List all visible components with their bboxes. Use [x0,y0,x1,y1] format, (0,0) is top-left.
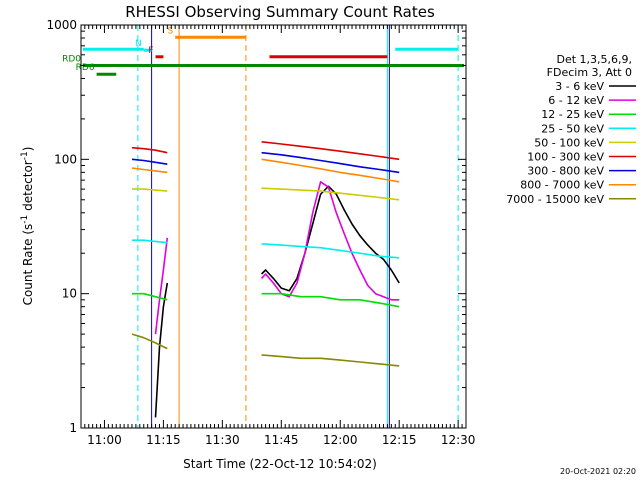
series-line [131,146,168,154]
y-tick-label: 1000 [46,18,77,32]
legend-header: FDecim 3, Att 0 [547,66,632,79]
y-tick-label: 100 [54,152,77,166]
series-line [132,188,168,192]
axes: 1 10 100 1000 11:00 11:15 11:30 11:45 12:00 12:15… [46,18,475,447]
x-tick-label: 12:15 [382,433,417,447]
series-line [132,239,168,244]
y-tick-label: 10 [62,287,77,301]
y-axis-title-part: detector [21,160,35,215]
chart-title: RHESSI Observing Summary Count Rates [125,3,435,21]
series-line [261,158,400,183]
legend-label: 3 - 6 keV [555,80,604,93]
series-line [131,167,168,174]
flag-label: RD0 [62,54,81,64]
y-axis-title-part: Count Rate (s [21,224,35,306]
y-axis-title: Count Rate (s-1 detector-1) [20,147,35,306]
y-axis-title-superscript: -1 [20,215,30,224]
legend-label: 50 - 100 keV [534,136,604,149]
series-line [131,333,168,350]
x-tick-label: 11:45 [264,433,299,447]
series-line [261,354,400,367]
x-tick-label: 11:30 [205,433,240,447]
flag-label: S [167,26,173,36]
series-line [261,151,400,174]
flag-label: N [135,39,142,49]
legend-label: 7000 - 15000 keV [506,193,604,206]
legend-label: 100 - 300 keV [527,151,604,164]
y-axis-title-part: ) [21,147,35,152]
series-line [261,292,400,308]
x-tick-label: 11:15 [146,433,181,447]
series-line [131,158,168,165]
series-line [154,237,169,335]
legend: Det 1,3,5,6,9,FDecim 3, Att 03 - 6 keV6 … [506,53,636,206]
legend-label: 6 - 12 keV [548,94,604,107]
x-tick-label: 12:30 [441,433,476,447]
legend-label: 300 - 800 keV [527,165,604,178]
series-line [261,187,400,201]
legend-label: 25 - 50 keV [541,122,604,135]
series-line [261,243,400,259]
flag-label: F [148,46,153,56]
x-tick-label: 12:00 [323,433,358,447]
series-line [154,282,169,418]
x-axis-title: Start Time (22-Oct-12 10:54:02) [183,457,377,471]
flag-label: RD6 [76,63,95,73]
series-line [132,292,168,301]
legend-label: 12 - 25 keV [541,108,604,121]
legend-label: 800 - 7000 keV [520,179,604,192]
legend-header: Det 1,3,5,6,9, [556,53,632,66]
series-line [261,141,400,161]
x-tick-label: 11:00 [87,433,122,447]
y-axis-title-superscript: -1 [20,151,30,160]
footer-date: 20-Oct-2021 02:20 [560,467,636,476]
y-tick-label: 1 [69,421,77,435]
